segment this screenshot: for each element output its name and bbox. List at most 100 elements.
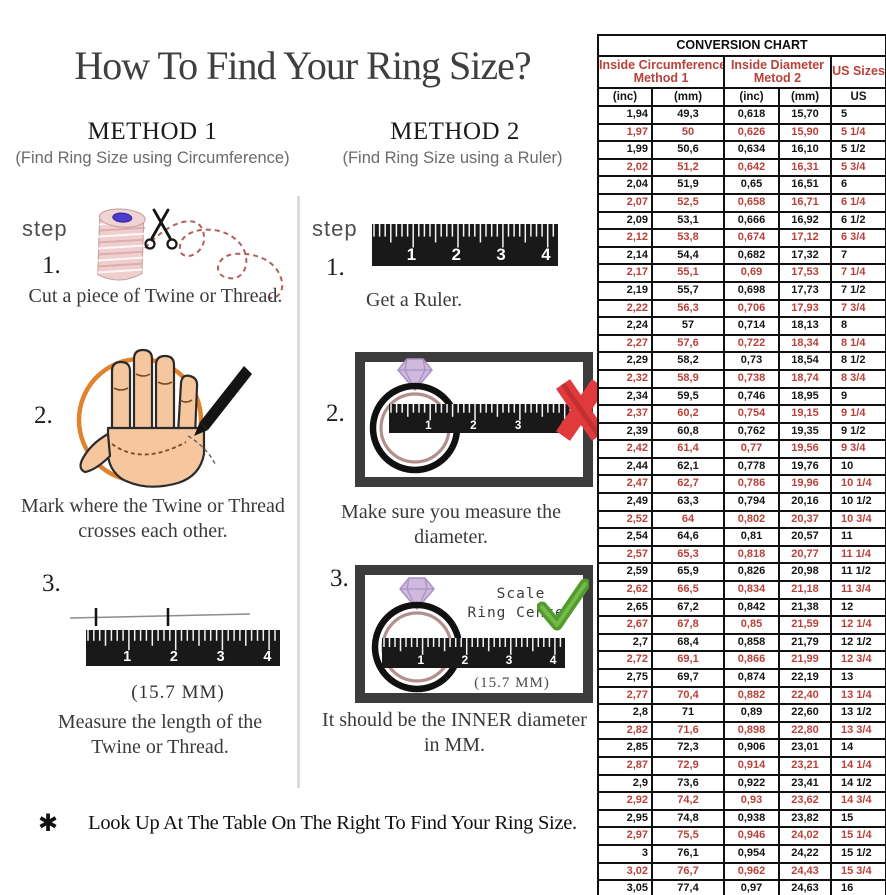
table-row: 2,47 62,7 0,786 19,96 10 1/4 xyxy=(597,474,886,495)
svg-text:2: 2 xyxy=(170,649,178,665)
method1-measurement: (15.7 MM) xyxy=(131,682,225,703)
table-cell: 69,7 xyxy=(651,668,725,688)
table-cell: 0,746 xyxy=(723,386,780,407)
table-row: 2,67 67,8 0,85 21,59 12 1/4 xyxy=(597,615,886,635)
table-cell: 66,5 xyxy=(651,580,725,600)
svg-text:1: 1 xyxy=(123,649,131,665)
table-row: 2,77 70,4 0,882 22,40 13 1/4 xyxy=(597,685,886,706)
table-row: 2,07 52,5 0,658 16,71 6 1/4 xyxy=(597,192,886,213)
table-cell: 0,954 xyxy=(723,843,780,864)
table-cell: 15 1/2 xyxy=(829,843,886,864)
table-cell: 65,3 xyxy=(651,544,725,565)
table-cell: 0,794 xyxy=(723,492,780,512)
table-row: 2,8 71 0,89 22,60 13 1/2 xyxy=(597,703,886,723)
method1-step1-caption: Cut a piece of Twine or Thread. xyxy=(28,285,283,307)
table-row: 2,34 59,5 0,746 18,95 9 xyxy=(597,386,886,407)
svg-text:4: 4 xyxy=(541,245,551,264)
table-cell: 18,95 xyxy=(778,386,832,407)
table-cell: 2,59 xyxy=(597,562,653,583)
table-row: 2,09 53,1 0,666 16,92 6 1/2 xyxy=(597,210,886,231)
thread-curve xyxy=(144,220,284,300)
table-cell: 22,19 xyxy=(778,668,832,688)
table-cell: 5 3/4 xyxy=(829,157,886,178)
table-cell: 10 xyxy=(829,456,886,477)
table-row: 2,49 63,3 0,794 20,16 10 1/2 xyxy=(597,492,886,512)
table-cell: 0,866 xyxy=(723,650,780,670)
table-cell: 17,53 xyxy=(778,263,832,283)
table-cell: 0,842 xyxy=(723,597,780,618)
method2-step1-caption: Get a Ruler. xyxy=(366,289,463,311)
table-row: 2,54 64,6 0,81 20,57 11 xyxy=(597,527,886,547)
measured-twine-line xyxy=(68,604,253,633)
table-cell: 76,7 xyxy=(651,861,725,882)
table-row: 2,52 64 0,802 20,37 10 3/4 xyxy=(597,509,886,530)
table-cell: 22,40 xyxy=(778,685,832,706)
table-cell: 2,65 xyxy=(597,597,653,618)
table-cell: 0,778 xyxy=(723,456,780,477)
method1-step3-number: 3. xyxy=(42,570,61,597)
table-cell: 6 xyxy=(829,175,886,195)
table-cell: 2,09 xyxy=(597,210,653,231)
table-cell: 70,4 xyxy=(651,685,725,706)
table-group-header-us-sizes: US Sizes xyxy=(829,55,886,89)
table-cell: 14 1/4 xyxy=(829,755,886,776)
table-row: 2,19 55,7 0,698 17,73 7 1/2 xyxy=(597,280,886,301)
table-cell: 55,1 xyxy=(651,263,725,283)
conversion-chart-table: CONVERSION CHART Inside Circumference Meth… xyxy=(596,34,886,895)
table-cell: 13 1/2 xyxy=(829,703,886,723)
table-row: 2,95 74,8 0,938 23,82 15 xyxy=(597,808,886,829)
table-cell: 2,8 xyxy=(597,703,653,723)
table-cell: 11 1/2 xyxy=(829,562,886,583)
table-cell: 20,77 xyxy=(778,544,832,565)
table-cell: 0,882 xyxy=(723,685,780,706)
table-cell: 2,34 xyxy=(597,386,653,407)
table-row: 2,39 60,8 0,762 19,35 9 1/2 xyxy=(597,421,886,442)
table-cell: 74,2 xyxy=(651,791,725,811)
table-cell: 0,874 xyxy=(723,668,780,688)
table-cell: 60,8 xyxy=(651,421,725,442)
table-cell: 20,16 xyxy=(778,492,832,512)
table-cell: 57 xyxy=(651,316,725,336)
table-cell: 2,42 xyxy=(597,439,653,459)
table-cell: 15,90 xyxy=(778,122,832,143)
table-cell: 24,22 xyxy=(778,843,832,864)
table-subheader-3: (mm) xyxy=(778,87,832,107)
table-cell: 51,2 xyxy=(651,157,725,178)
table-cell: 2,27 xyxy=(597,333,653,354)
table-cell: 64 xyxy=(651,509,725,530)
table-cell: 75,5 xyxy=(651,826,725,846)
svg-text:2: 2 xyxy=(470,419,476,432)
table-cell: 23,62 xyxy=(778,791,832,811)
table-cell: 20,98 xyxy=(778,562,832,583)
table-cell: 16,71 xyxy=(778,192,832,213)
table-cell: 0,81 xyxy=(723,527,780,547)
table-cell: 0,826 xyxy=(723,562,780,583)
table-cell: 22,80 xyxy=(778,720,832,741)
table-cell: 8 1/2 xyxy=(829,351,886,371)
table-cell: 12 xyxy=(829,597,886,618)
table-cell: 16,10 xyxy=(778,140,832,160)
table-cell: 0,706 xyxy=(723,298,780,319)
table-cell: 5 1/2 xyxy=(829,140,886,160)
table-cell: 3,05 xyxy=(597,879,653,895)
table-cell: 18,13 xyxy=(778,316,832,336)
ruler-illustration-method1: 1 2 3 4 xyxy=(86,630,280,666)
table-cell: 0,898 xyxy=(723,720,780,741)
svg-text:4: 4 xyxy=(550,653,557,667)
table-cell: 53,8 xyxy=(651,228,725,248)
table-row: 2,14 54,4 0,682 17,32 7 xyxy=(597,245,886,266)
svg-text:3: 3 xyxy=(217,649,225,665)
table-cell: 0,738 xyxy=(723,368,780,389)
table-cell: 8 3/4 xyxy=(829,368,886,389)
method2-heading: METHOD 2 xyxy=(390,118,520,145)
table-cell: 11 xyxy=(829,527,886,547)
table-row: 3,02 76,7 0,962 24,43 15 3/4 xyxy=(597,861,886,882)
table-row: 1,99 50,6 0,634 16,10 5 1/2 xyxy=(597,140,886,160)
table-cell: 20,57 xyxy=(778,527,832,547)
table-cell: 1,99 xyxy=(597,140,653,160)
table-cell: 16,92 xyxy=(778,210,832,231)
table-cell: 71,6 xyxy=(651,720,725,741)
table-cell: 10 1/4 xyxy=(829,474,886,495)
table-cell: 21,18 xyxy=(778,580,832,600)
table-subheader-0: (inc) xyxy=(597,87,653,107)
